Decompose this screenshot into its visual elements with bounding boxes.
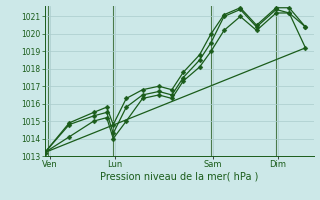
X-axis label: Pression niveau de la mer( hPa ): Pression niveau de la mer( hPa ) [100, 172, 258, 182]
